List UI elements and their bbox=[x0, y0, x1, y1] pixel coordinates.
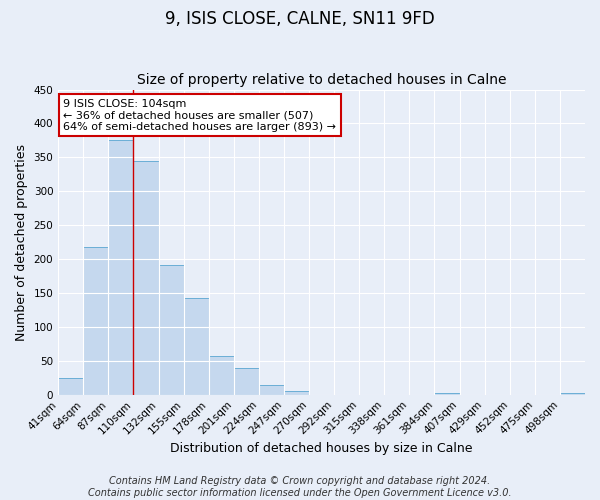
Text: 9, ISIS CLOSE, CALNE, SN11 9FD: 9, ISIS CLOSE, CALNE, SN11 9FD bbox=[165, 10, 435, 28]
X-axis label: Distribution of detached houses by size in Calne: Distribution of detached houses by size … bbox=[170, 442, 473, 455]
Text: 9 ISIS CLOSE: 104sqm
← 36% of detached houses are smaller (507)
64% of semi-deta: 9 ISIS CLOSE: 104sqm ← 36% of detached h… bbox=[64, 98, 337, 132]
Text: Contains HM Land Registry data © Crown copyright and database right 2024.
Contai: Contains HM Land Registry data © Crown c… bbox=[88, 476, 512, 498]
Bar bbox=[259, 385, 284, 394]
Bar bbox=[109, 140, 133, 394]
Bar bbox=[184, 298, 209, 394]
Bar bbox=[284, 390, 309, 394]
Bar bbox=[83, 247, 109, 394]
Y-axis label: Number of detached properties: Number of detached properties bbox=[15, 144, 28, 340]
Title: Size of property relative to detached houses in Calne: Size of property relative to detached ho… bbox=[137, 73, 506, 87]
Bar bbox=[133, 161, 158, 394]
Bar bbox=[209, 356, 234, 395]
Bar bbox=[234, 368, 259, 394]
Bar bbox=[158, 264, 184, 394]
Bar bbox=[58, 378, 83, 394]
